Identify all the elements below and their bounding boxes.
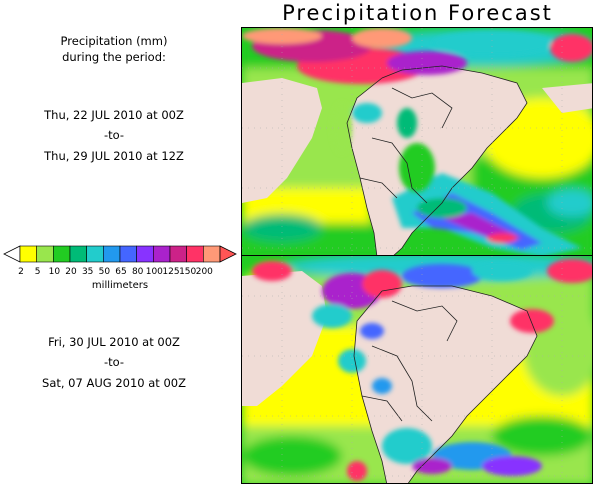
- period1-end: Thu, 29 JUL 2010 at 12Z: [44, 149, 184, 163]
- map-panel-week2: [241, 255, 593, 484]
- legend-swatch: [119, 245, 137, 263]
- legend-swatch: [203, 245, 221, 263]
- description-line-1: Precipitation (mm): [60, 34, 168, 48]
- legend-swatch: [86, 245, 104, 263]
- legend-tick-label: 80: [132, 267, 144, 277]
- legend-unit-label: millimeters: [92, 280, 148, 291]
- period1-start: Thu, 22 JUL 2010 at 00Z: [44, 108, 184, 122]
- legend-tick-label: 65: [115, 267, 126, 277]
- legend-colorbar: 2 5 10 20 35 50 65 80 100 125 150 200 millimeters: [3, 245, 237, 291]
- precip-map-week1: [242, 28, 592, 255]
- legend-tick-label: 50: [99, 267, 111, 277]
- legend-swatch: [53, 245, 71, 263]
- legend-swatch: [103, 245, 121, 263]
- legend-swatch: [169, 245, 187, 263]
- map-panel-week1: [241, 27, 593, 256]
- period2-end: Sat, 07 AUG 2010 at 00Z: [42, 376, 186, 390]
- legend-tick-label: 125: [162, 267, 179, 277]
- legend-min-arrow: [3, 245, 21, 263]
- legend-swatch: [153, 245, 171, 263]
- legend-tick-label: 200: [196, 267, 213, 277]
- legend-swatch: [186, 245, 204, 263]
- legend-swatch: [136, 245, 154, 263]
- graticule: [242, 28, 592, 255]
- precipitation-legend: 2 5 10 20 35 50 65 80 100 125 150 200 millimeters: [0, 241, 241, 291]
- map-title: Precipitation Forecast: [282, 1, 553, 25]
- legend-tick-label: 35: [82, 267, 93, 277]
- legend-tick-label: 100: [146, 267, 163, 277]
- legend-tick-label: 10: [49, 267, 61, 277]
- legend-swatch: [69, 245, 87, 263]
- legend-tick-label: 20: [65, 267, 77, 277]
- legend-max-arrow: [219, 245, 237, 263]
- legend-tick-label: 5: [35, 267, 41, 277]
- period2-separator: -to-: [103, 355, 125, 369]
- legend-tick-label: 150: [179, 267, 196, 277]
- coastlines: [346, 65, 528, 255]
- legend-swatch: [19, 245, 37, 263]
- description-line-2: during the period:: [62, 50, 166, 64]
- coastlines: [353, 285, 538, 483]
- legend-swatch: [36, 245, 54, 263]
- precip-map-week2: [242, 256, 592, 483]
- period2-start: Fri, 30 JUL 2010 at 00Z: [48, 335, 180, 349]
- legend-tick-label: 2: [18, 267, 24, 277]
- land-masses: [242, 66, 592, 255]
- graticule: [242, 256, 592, 483]
- period1-separator: -to-: [103, 128, 125, 142]
